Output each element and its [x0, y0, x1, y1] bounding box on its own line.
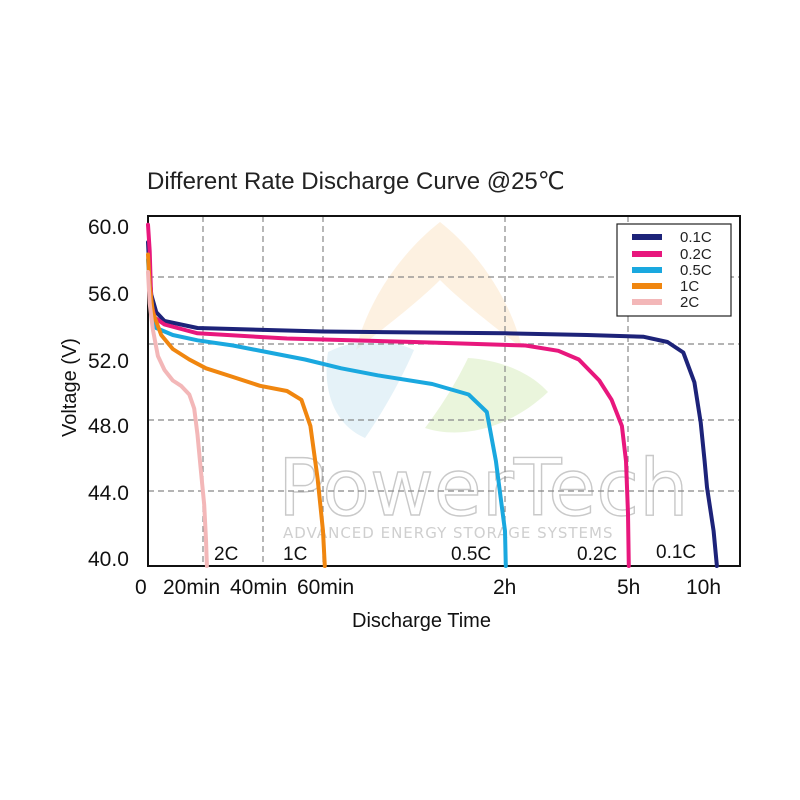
series-line-2C	[146, 270, 209, 568]
legend-label-2C: 2C	[680, 294, 699, 311]
y-axis-ticks: 60.0 56.0 52.0 48.0 44.0 40.0	[88, 216, 129, 571]
x-tick-label: 0	[135, 576, 147, 599]
curve-label-0.2C: 0.2C	[577, 544, 617, 565]
x-tick-label: 10h	[686, 576, 721, 599]
x-axis-ticks: 0 20min 40min 60min 2h 5h 10h	[135, 576, 721, 599]
y-tick-label: 60.0	[88, 216, 129, 239]
legend-swatch-1C	[632, 283, 662, 289]
series-line-1C	[146, 252, 327, 568]
legend-label-1C: 1C	[680, 278, 699, 295]
x-tick-label: 40min	[230, 576, 287, 599]
curve-label-1C: 1C	[283, 544, 307, 565]
watermark-tagline: ADVANCED ENERGY STORAGE SYSTEMS	[283, 524, 614, 542]
watermark: PowerTech ADVANCED ENERGY STORAGE SYSTEM…	[277, 222, 689, 542]
watermark-logo-orange	[356, 222, 522, 350]
watermark-logo-blue	[326, 341, 414, 438]
curve-label-0.1C: 0.1C	[656, 542, 696, 563]
watermark-brand: PowerTech	[278, 444, 689, 534]
chart-title: Different Rate Discharge Curve @25℃	[147, 168, 565, 195]
y-tick-label: 44.0	[88, 482, 129, 505]
x-tick-label: 60min	[297, 576, 354, 599]
legend: 0.1C 0.2C 0.5C 1C 2C	[616, 223, 732, 317]
legend-label-0.5C: 0.5C	[680, 262, 712, 279]
curve-label-2C: 2C	[214, 544, 238, 565]
legend-swatch-0.1C	[632, 234, 662, 240]
plot-frame	[147, 215, 741, 567]
legend-swatch-2C	[632, 299, 662, 305]
y-axis-label: Voltage (V)	[59, 338, 81, 437]
series-line-0.1C	[146, 240, 719, 568]
watermark-logo-green	[425, 358, 548, 433]
series-lines	[146, 222, 719, 568]
x-tick-label: 2h	[493, 576, 516, 599]
y-tick-label: 52.0	[88, 350, 129, 373]
x-tick-label: 20min	[163, 576, 220, 599]
x-axis-label: Discharge Time	[352, 610, 491, 632]
curve-end-labels: 2C 1C 0.5C 0.2C 0.1C	[214, 542, 696, 565]
legend-label-0.2C: 0.2C	[680, 246, 712, 263]
y-tick-label: 48.0	[88, 415, 129, 438]
y-tick-label: 40.0	[88, 548, 129, 571]
legend-swatch-0.5C	[632, 267, 662, 273]
x-tick-label: 5h	[617, 576, 640, 599]
curve-label-0.5C: 0.5C	[451, 544, 491, 565]
legend-swatch-0.2C	[632, 251, 662, 257]
y-tick-label: 56.0	[88, 283, 129, 306]
legend-label-0.1C: 0.1C	[680, 229, 712, 246]
